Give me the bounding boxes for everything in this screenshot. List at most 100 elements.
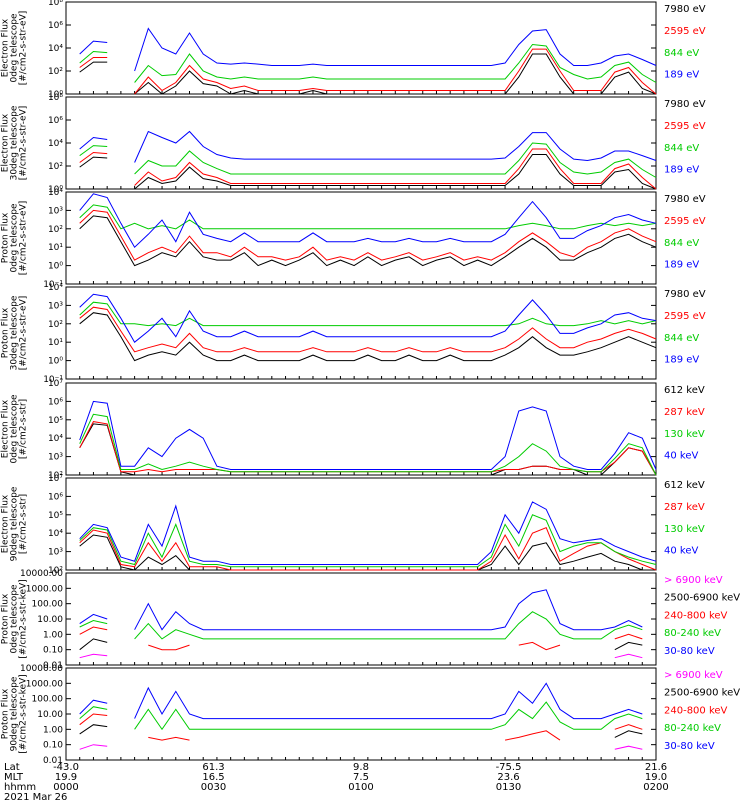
panel-ylabel: MEPEDElectron Flux0deg telescope[#/cm2-s… xyxy=(0,394,29,464)
ytick-label: 10⁴ xyxy=(48,188,63,198)
ytick-label: 1.00 xyxy=(43,630,63,640)
legend-entry: 2500-6900 keV xyxy=(664,593,740,604)
ytick-label: 1.00 xyxy=(43,725,63,735)
ytick-label: 10⁴ xyxy=(48,434,63,444)
series-line-189-ev xyxy=(79,293,657,343)
legend-entry: 189 eV xyxy=(664,70,699,81)
footer-value: 9.8 xyxy=(353,762,369,773)
series-line-7980-ev xyxy=(79,154,657,190)
ytick-label: 0.10 xyxy=(43,741,63,751)
footer-value: 0030 xyxy=(201,782,226,793)
ylabel-line: [#/cm2-s-str-eV] xyxy=(19,11,29,86)
ytick-label: 10³ xyxy=(48,301,63,311)
legend-entry: > 6900 keV xyxy=(664,670,723,681)
footer-value: 21.6 xyxy=(645,762,667,773)
ytick-label: 10⁵ xyxy=(48,511,63,521)
ytick-label: 0.01 xyxy=(43,756,63,766)
ytick-label: 10⁴ xyxy=(48,44,63,54)
ylabel-line: TED xyxy=(0,229,2,248)
ylabel-line: [#/cm2-s-str-keV] xyxy=(19,674,29,753)
legend-entry: 30-80 keV xyxy=(664,741,715,752)
footer-value: 0130 xyxy=(496,782,521,793)
ylabel-line: Proton Flux xyxy=(1,212,11,263)
panels-group: TED Electron Flux 0deg telescope [#/cm2-s-s… xyxy=(0,0,740,766)
ylabel-line: 90deg telescope xyxy=(10,676,20,751)
ytick-label: 10.00 xyxy=(37,710,63,720)
ylabel-line: Electron Flux xyxy=(1,494,11,553)
footer-value: 7.5 xyxy=(353,772,369,783)
legend-entry: 844 eV xyxy=(664,143,699,154)
series-line-189-ev xyxy=(79,130,657,163)
legend-entry: 844 eV xyxy=(664,48,699,59)
series-line-844-ev xyxy=(79,204,657,230)
ylabel-line: [#/cm2-s-str-eV] xyxy=(19,296,29,371)
legend-entry: 287 keV xyxy=(664,502,705,513)
footer-value: 19.0 xyxy=(645,772,667,783)
ytick-label: 10¹ xyxy=(48,338,63,348)
ytick-label: 0.01 xyxy=(43,661,63,671)
ylabel-line: 30deg telescope xyxy=(10,105,20,180)
panel-ylabel: TEDElectron Flux0deg telescope[#/cm2-s-s… xyxy=(0,11,29,86)
series-line-240-800-kev xyxy=(79,626,643,651)
panel-ylabel: MEPEDProton Flux90deg telescope[#/cm2-s-… xyxy=(0,674,29,753)
legend-entry: 130 keV xyxy=(664,524,705,535)
ytick-label: 10² xyxy=(48,225,63,235)
series-line-612-kev xyxy=(79,423,657,476)
footer-value: -75.5 xyxy=(496,762,522,773)
panel-ylabel: MEPEDElectron Flux90deg telescope[#/cm2-… xyxy=(0,486,29,561)
footer-axis: Lat MLT hhmm 2021 Mar 26 -43.0 61.3 9.8 -75… xyxy=(4,762,669,800)
ylabel-line: Electron Flux xyxy=(1,113,11,172)
ytick-label: 10² xyxy=(48,566,63,576)
ylabel-line: 0deg telescope xyxy=(10,203,20,273)
legend-entry: 80-240 keV xyxy=(664,723,721,734)
ytick-label: 10⁷ xyxy=(48,474,63,484)
legend-entry: 844 eV xyxy=(664,238,699,249)
legend-entry: 2595 eV xyxy=(664,26,706,37)
ylabel-line: Proton Flux xyxy=(1,307,11,358)
panel-frame xyxy=(65,286,657,380)
ytick-label: 1000.00 xyxy=(26,679,63,689)
series-line-2500-6900-kev xyxy=(79,724,643,738)
footer-value: 0100 xyxy=(348,782,373,793)
series-line-189-ev xyxy=(79,193,657,248)
ylabel-line: MEPED xyxy=(0,508,2,540)
legend-entry: 189 eV xyxy=(664,260,699,271)
ytick-label: 100.00 xyxy=(32,600,64,610)
ytick-label: 10⁶ xyxy=(48,492,63,502)
ylabel-line: MEPED xyxy=(0,603,2,635)
panel-2: TEDElectron Flux30deg telescope[#/cm2-s-… xyxy=(0,93,706,195)
ytick-label: 10⁰ xyxy=(48,262,63,272)
ytick-label: 10000.00 xyxy=(20,569,63,579)
ylabel-line: 0deg telescope xyxy=(10,584,20,654)
legend-entry: 40 keV xyxy=(664,451,698,462)
ytick-label: 10⁴ xyxy=(48,529,63,539)
ytick-label: 10² xyxy=(48,162,63,172)
series-line-287-kev xyxy=(79,421,657,476)
ytick-label: 10⁶ xyxy=(48,21,63,31)
legend-entry: 844 eV xyxy=(664,333,699,344)
ytick-label: 10¹ xyxy=(48,243,63,253)
panel-frame xyxy=(65,382,657,476)
ylabel-line: 0deg telescope xyxy=(10,394,20,464)
ytick-label: 10² xyxy=(48,320,63,330)
series-line--6900-kev xyxy=(79,653,643,659)
footer-date: 2021 Mar 26 xyxy=(4,792,67,800)
legend-entry: 2595 eV xyxy=(664,121,706,132)
footer-value: 61.3 xyxy=(202,762,224,773)
series-line-844-ev xyxy=(79,43,657,83)
legend-entry: 287 keV xyxy=(664,407,705,418)
ylabel-line: 90deg telescope xyxy=(10,486,20,561)
footer-value: 0200 xyxy=(643,782,668,793)
ytick-label: 10⁰ xyxy=(48,357,63,367)
ytick-label: 10⁻¹ xyxy=(43,280,63,290)
legend-entry: 7980 eV xyxy=(664,99,706,110)
ytick-label: 0.10 xyxy=(43,646,63,656)
footer-value: 16.5 xyxy=(202,772,224,783)
panel-8: MEPEDProton Flux90deg telescope[#/cm2-s-… xyxy=(0,664,740,766)
series-line-844-ev xyxy=(79,301,657,327)
legend-entry: > 6900 keV xyxy=(664,575,723,586)
ytick-label: 10⁶ xyxy=(48,116,63,126)
panel-5: MEPEDElectron Flux0deg telescope[#/cm2-s… xyxy=(0,379,705,481)
legend-entry: 40 keV xyxy=(664,546,698,557)
